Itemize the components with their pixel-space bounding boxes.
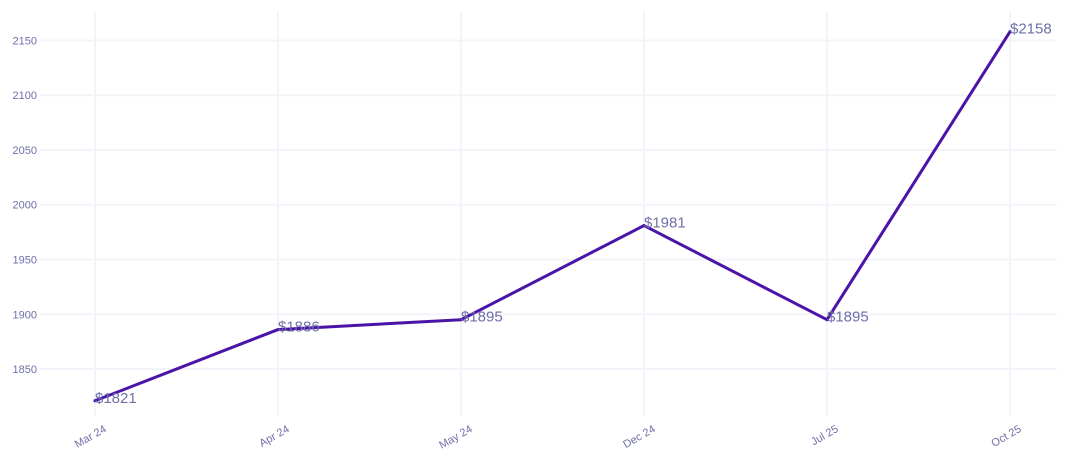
data-point bbox=[459, 318, 463, 322]
x-tick-label: Oct 25 bbox=[989, 423, 1023, 450]
x-tick-label: Jul 25 bbox=[809, 423, 840, 448]
data-point bbox=[1008, 30, 1012, 34]
data-point bbox=[93, 399, 97, 403]
data-point bbox=[825, 318, 829, 322]
y-tick-label: 2050 bbox=[13, 145, 37, 157]
y-tick-label: 2000 bbox=[13, 200, 37, 212]
x-tick-label: Dec 24 bbox=[621, 423, 657, 451]
x-tick-label: Mar 24 bbox=[73, 423, 109, 451]
data-point bbox=[276, 328, 280, 332]
y-axis: 1850 1900 1950 2000 2050 2100 2150 bbox=[13, 35, 37, 376]
y-tick-label: 1850 bbox=[13, 364, 37, 376]
y-tick-label: 1900 bbox=[13, 309, 37, 321]
y-tick-label: 2100 bbox=[13, 90, 37, 102]
x-axis: Mar 24 Apr 24 May 24 Dec 24 Jul 25 Oct 25 bbox=[73, 423, 1024, 451]
series-line bbox=[93, 30, 1012, 403]
data-label: $1981 bbox=[644, 215, 686, 232]
x-tick-label: Apr 24 bbox=[257, 423, 291, 450]
data-point bbox=[642, 224, 646, 228]
data-label: $1895 bbox=[827, 309, 869, 326]
y-tick-label: 2150 bbox=[13, 35, 37, 47]
series bbox=[93, 30, 1012, 403]
data-label: $1895 bbox=[461, 309, 503, 326]
x-tick-label: May 24 bbox=[437, 423, 474, 451]
data-labels: $1821 $1886 $1895 $1981 $1895 $2158 bbox=[95, 21, 1052, 407]
grid bbox=[40, 12, 1057, 415]
data-label: $2158 bbox=[1010, 21, 1052, 38]
y-tick-label: 1950 bbox=[13, 254, 37, 266]
data-label: $1821 bbox=[95, 390, 137, 407]
data-label: $1886 bbox=[278, 319, 320, 336]
